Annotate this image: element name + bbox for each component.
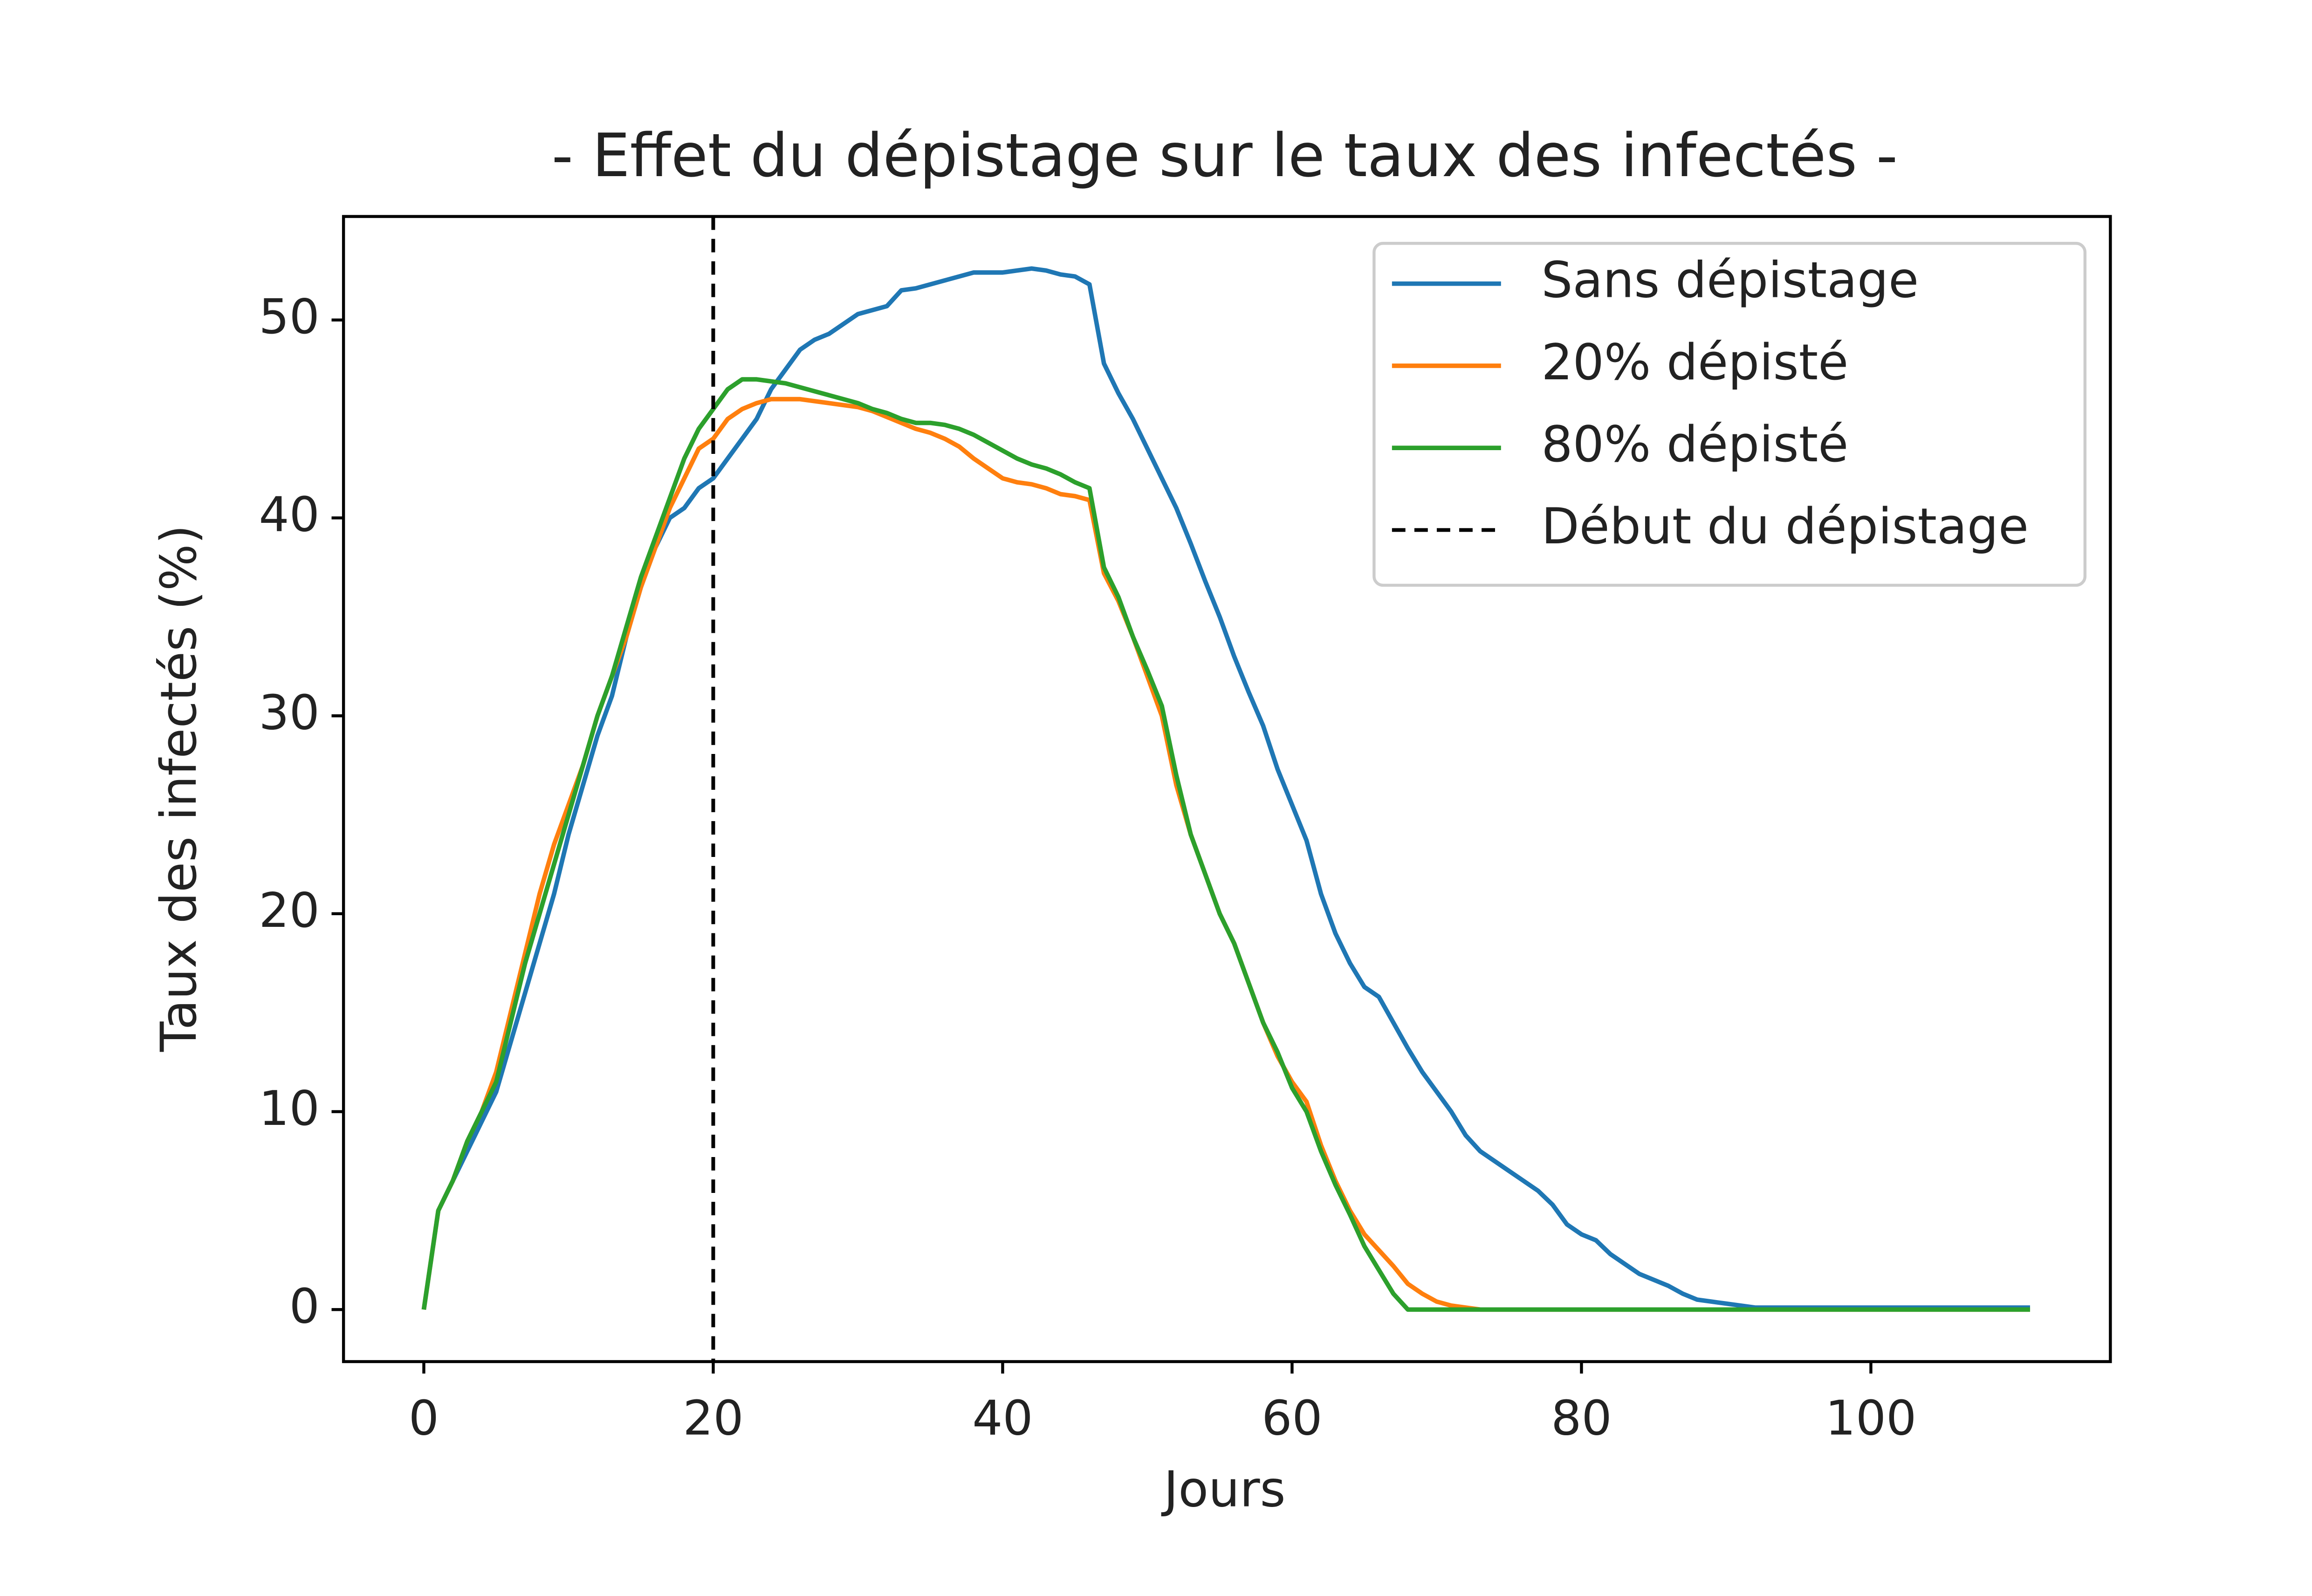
x-tick-label: 60 [1262, 1391, 1322, 1446]
legend-box [1372, 242, 2087, 587]
y-tick-label: 50 [259, 289, 319, 345]
legend-label: Début du dépistage [1541, 498, 2029, 555]
x-tick-label: 20 [683, 1391, 743, 1446]
y-tick-label: 20 [259, 883, 319, 938]
y-tick-label: 0 [289, 1279, 320, 1335]
x-tick-label: 80 [1551, 1391, 1612, 1446]
plot-frame [342, 215, 2112, 1363]
legend-label: 20% dépisté [1541, 334, 1848, 391]
y-axis-label: Taux des infectés (%) [150, 525, 207, 1052]
y-tick-label: 10 [259, 1081, 319, 1137]
legend-label: 80% dépisté [1541, 416, 1848, 473]
y-tick-label: 30 [259, 685, 319, 740]
x-tick-label: 100 [1825, 1391, 1917, 1446]
x-axis-label: Jours [1161, 1461, 1285, 1518]
x-tick-label: 40 [972, 1391, 1033, 1446]
chart-title: - Effet du dépistage sur le taux des inf… [552, 121, 1898, 191]
y-tick-label: 40 [259, 487, 319, 543]
x-tick-label: 0 [409, 1391, 439, 1446]
legend-label: Sans dépistage [1541, 252, 1919, 309]
series-line [421, 377, 2031, 1312]
